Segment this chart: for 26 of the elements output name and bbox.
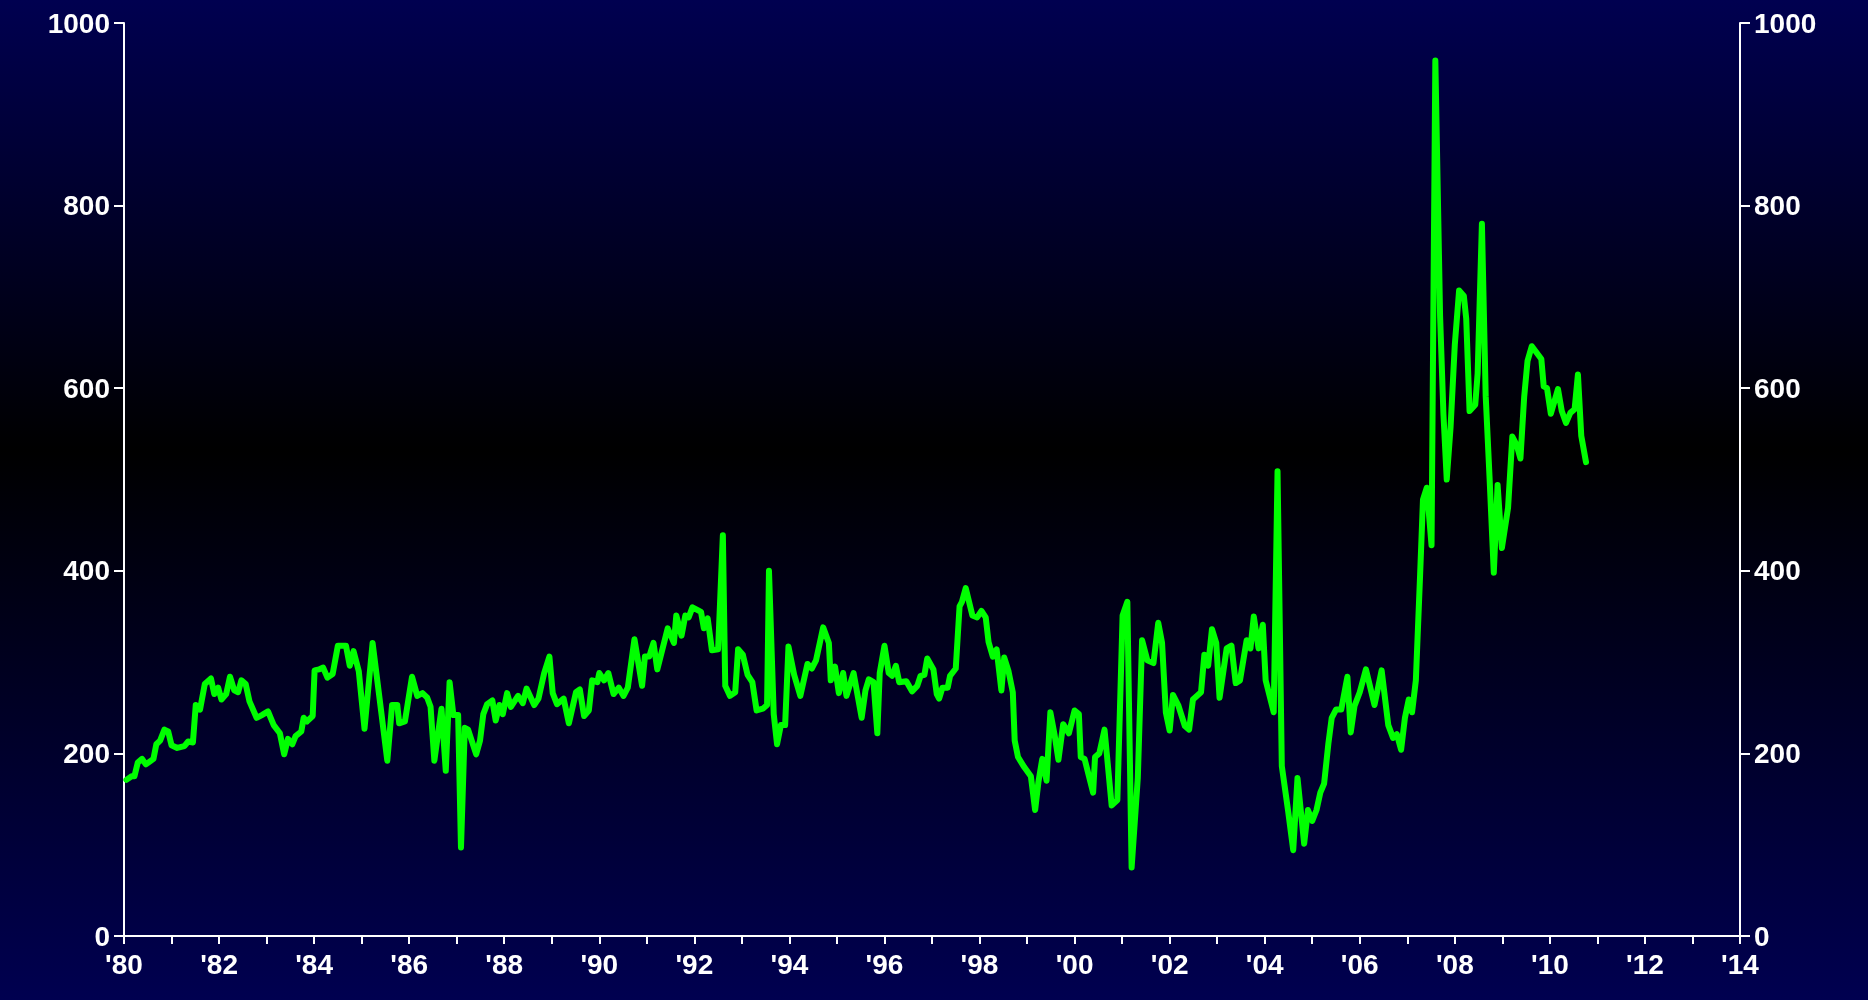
x-tick-label: '12 (1626, 948, 1664, 980)
x-tick-label: '96 (865, 948, 904, 980)
y-tick-label: 200 (63, 737, 110, 769)
x-tick-label: '08 (1435, 948, 1474, 980)
x-tick-label: '04 (1245, 948, 1285, 980)
x-tick-label: '88 (485, 948, 524, 980)
y2-tick-label: 600 (1754, 372, 1801, 404)
x-tick-label: '86 (390, 948, 429, 980)
x-tick-label: '00 (1055, 948, 1094, 980)
x-tick-label: '94 (770, 948, 809, 980)
x-tick-label: '06 (1340, 948, 1379, 980)
x-tick-label: '98 (960, 948, 999, 980)
y-tick-label: 800 (63, 190, 110, 222)
y2-tick-label: 200 (1754, 737, 1801, 769)
y-tick-label: 1000 (47, 7, 110, 39)
x-tick-label: '84 (295, 948, 334, 980)
y2-tick-label: 400 (1754, 555, 1801, 587)
y2-tick-label: 1000 (1754, 7, 1817, 39)
y-tick-label: 400 (63, 555, 110, 587)
x-tick-label: '10 (1530, 948, 1569, 980)
y2-tick-label: 800 (1754, 190, 1801, 222)
x-tick-label: '90 (580, 948, 619, 980)
x-tick-label: '82 (200, 948, 238, 980)
y-tick-label: 600 (63, 372, 110, 404)
x-tick-label: '92 (675, 948, 714, 980)
x-tick-label: '02 (1150, 948, 1189, 980)
